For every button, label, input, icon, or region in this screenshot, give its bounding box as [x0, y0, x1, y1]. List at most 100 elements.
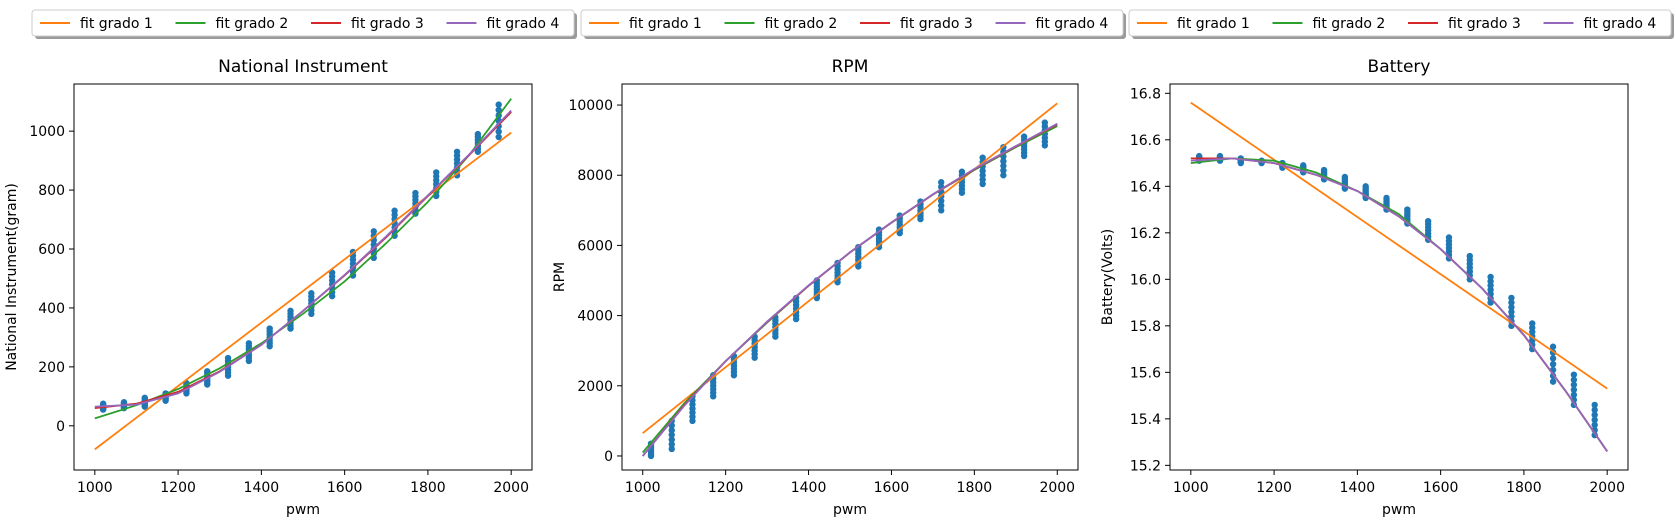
legend-frame — [1128, 9, 1672, 37]
y-tick-label: 10000 — [568, 98, 613, 114]
scatter-point — [495, 106, 502, 114]
legend-label: fit grado 2 — [765, 16, 838, 32]
x-tick-label: 1200 — [160, 480, 196, 496]
chart-1: fit grado 1 fit grado 2 fit grado 3 fit gra… — [4, 9, 577, 518]
axes-frame — [1169, 83, 1629, 471]
x-tick-label: 2000 — [1039, 480, 1075, 496]
fit-line-2 — [94, 98, 512, 420]
x-tick-label: 1800 — [1506, 480, 1542, 496]
scatter-point — [1549, 355, 1557, 362]
x-axis-label: pwm — [833, 502, 867, 518]
scatter-point — [1041, 119, 1049, 126]
chart-title: RPM — [832, 57, 869, 77]
y-axis-label: National Instrument(gram) — [4, 183, 20, 371]
legend-label: fit grado 1 — [1177, 16, 1250, 32]
legend-label: fit grado 1 — [80, 16, 153, 32]
x-tick-label: 1400 — [244, 480, 280, 496]
legend-label: fit grado 4 — [487, 16, 560, 32]
fit-line-1 — [642, 102, 1058, 434]
x-tick-label: 1600 — [874, 480, 910, 496]
x-tick-label: 1000 — [77, 480, 113, 496]
y-tick-label: 0 — [604, 449, 613, 465]
legend: fit grado 1 fit grado 2 fit grado 3 fit gra… — [580, 9, 1126, 39]
x-tick-label: 1600 — [1423, 480, 1459, 496]
y-tick-label: 600 — [38, 242, 65, 258]
scatter-point — [668, 441, 675, 448]
y-tick-label: 16.8 — [1130, 86, 1161, 102]
x-tick-label: 1200 — [1256, 480, 1292, 496]
scatter-point — [979, 180, 986, 188]
fit-line-4 — [1190, 157, 1608, 452]
scatter-point — [668, 431, 675, 439]
scatter-point — [1591, 411, 1598, 419]
legend-label: fit grado 1 — [629, 16, 702, 32]
scatter-point — [141, 394, 148, 402]
fit-line-3 — [1190, 157, 1608, 452]
y-tick-label: 4000 — [577, 309, 613, 325]
scatter-point — [1549, 343, 1557, 350]
scatter-point — [1000, 162, 1007, 170]
scatter-point — [1591, 416, 1598, 424]
scatter-point — [412, 189, 419, 197]
x-tick-label: 1800 — [410, 480, 446, 496]
scatter-point — [245, 340, 253, 347]
legend-label: fit grado 3 — [351, 16, 424, 32]
scatter-point — [1424, 217, 1432, 225]
y-tick-label: 15.2 — [1130, 458, 1161, 474]
legend: fit grado 1 fit grado 2 fit grado 3 fit gra… — [31, 9, 577, 39]
scatter-point — [1404, 206, 1411, 213]
legend-label: fit grado 4 — [1036, 16, 1109, 32]
scatter-point — [453, 148, 461, 155]
scatter-point — [979, 154, 986, 161]
y-tick-label: 15.8 — [1130, 319, 1161, 335]
scatter-point — [958, 168, 966, 175]
scatter-point — [979, 167, 986, 175]
scatter-point — [1591, 406, 1598, 414]
scatter-point — [495, 133, 502, 141]
y-tick-label: 0 — [56, 419, 65, 435]
scatter-point — [1320, 166, 1328, 174]
scatter-point — [1591, 421, 1598, 429]
y-tick-label: 16.4 — [1130, 179, 1161, 195]
scatter-point — [1570, 371, 1578, 378]
y-tick-label: 16.0 — [1130, 272, 1161, 288]
y-tick-label: 800 — [38, 183, 65, 199]
axes-frame — [73, 83, 533, 471]
scatter-point — [1508, 299, 1515, 306]
scatter-point — [668, 445, 675, 453]
x-axis-label: pwm — [1382, 502, 1416, 518]
fit-line-1 — [94, 131, 512, 451]
scatter-point — [224, 354, 232, 362]
legend-label: fit grado 4 — [1584, 16, 1657, 32]
fit-line-2 — [642, 125, 1058, 454]
legend-label: fit grado 3 — [900, 16, 973, 32]
fit-line-3 — [642, 123, 1058, 457]
x-tick-label: 1000 — [625, 480, 661, 496]
scatter-point — [474, 130, 482, 138]
scatter-point — [668, 436, 675, 443]
fit-line-4 — [94, 109, 512, 408]
y-tick-label: 200 — [38, 360, 65, 376]
legend-label: fit grado 3 — [1448, 16, 1521, 32]
scatter-point — [433, 169, 440, 176]
y-tick-label: 2000 — [577, 379, 613, 395]
scatter-point — [1466, 252, 1473, 260]
scatter-point — [1570, 391, 1578, 399]
scatter-point — [1000, 158, 1007, 165]
x-tick-label: 2000 — [493, 480, 529, 496]
legend-frame — [31, 9, 575, 37]
y-tick-label: 16.2 — [1130, 226, 1161, 242]
scatter-point — [1570, 386, 1578, 393]
scatter-point — [1591, 401, 1598, 409]
axes-frame — [621, 83, 1079, 471]
scatter-point — [1570, 376, 1578, 383]
scatter-point — [938, 202, 945, 209]
scatter-point — [1529, 320, 1536, 327]
chart-2: fit grado 1 fit grado 2 fit grado 3 fit gra… — [552, 9, 1126, 518]
y-tick-label: 15.4 — [1130, 412, 1161, 428]
y-axis-label: RPM — [552, 262, 568, 292]
scatter-point — [120, 399, 128, 406]
x-axis-label: pwm — [286, 502, 320, 518]
scatter-point — [979, 176, 986, 183]
scatter-point — [1508, 308, 1515, 316]
